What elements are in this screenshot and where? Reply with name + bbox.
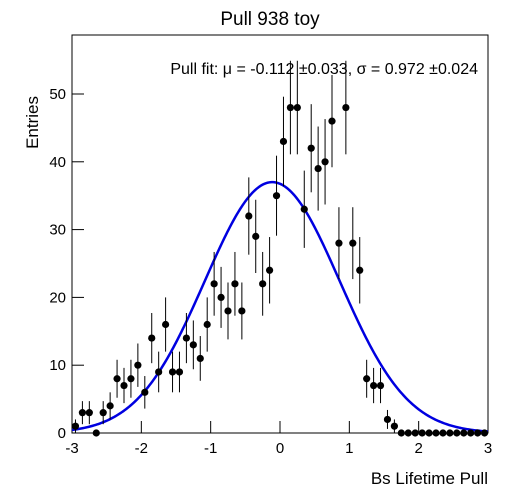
data-point bbox=[349, 239, 357, 247]
data-point bbox=[356, 266, 364, 274]
x-tick-label: 1 bbox=[345, 440, 353, 457]
data-point bbox=[162, 320, 170, 329]
data-point bbox=[134, 361, 142, 369]
data-point bbox=[404, 429, 412, 437]
data-point bbox=[127, 375, 135, 383]
data-point bbox=[182, 334, 190, 342]
data-point bbox=[155, 368, 163, 376]
data-point bbox=[168, 368, 177, 376]
data-point bbox=[259, 280, 267, 288]
data-point bbox=[480, 429, 489, 437]
data-point bbox=[300, 205, 308, 213]
data-point bbox=[321, 158, 329, 166]
data-point bbox=[474, 429, 482, 437]
data-point bbox=[432, 429, 440, 437]
data-point bbox=[71, 422, 80, 430]
data-point bbox=[453, 429, 461, 437]
data-point bbox=[231, 280, 239, 288]
data-point bbox=[196, 354, 204, 363]
y-tick-label: 50 bbox=[49, 86, 66, 103]
y-tick-label: 40 bbox=[49, 154, 66, 171]
data-point bbox=[418, 429, 426, 437]
data-point bbox=[99, 409, 107, 417]
x-tick-label: 2 bbox=[414, 440, 422, 457]
data-point bbox=[314, 164, 322, 173]
data-point bbox=[390, 422, 398, 430]
data-point bbox=[85, 409, 93, 417]
data-point bbox=[439, 429, 447, 437]
data-point bbox=[148, 334, 156, 342]
plot-frame bbox=[71, 34, 489, 434]
y-tick-label: 30 bbox=[49, 222, 66, 239]
x-tick-label: -1 bbox=[204, 440, 217, 457]
data-point bbox=[266, 266, 274, 274]
data-point bbox=[106, 402, 114, 410]
data-point bbox=[425, 429, 433, 437]
data-point bbox=[252, 232, 260, 240]
data-point bbox=[217, 293, 225, 301]
data-point bbox=[376, 381, 385, 390]
data-point bbox=[342, 103, 350, 112]
x-axis-title: Bs Lifetime Pull bbox=[371, 469, 488, 488]
data-point bbox=[446, 429, 454, 437]
data-point bbox=[460, 429, 468, 437]
x-tick-label: -2 bbox=[135, 440, 148, 457]
y-tick-label: 0 bbox=[58, 425, 66, 442]
data-point bbox=[370, 381, 378, 390]
data-point bbox=[397, 429, 405, 437]
data-point bbox=[467, 429, 475, 437]
data-point bbox=[335, 239, 343, 247]
data-point bbox=[328, 117, 336, 125]
y-tick-label: 20 bbox=[49, 289, 66, 306]
data-point bbox=[203, 320, 211, 329]
data-point bbox=[189, 341, 197, 349]
y-tick-label: 10 bbox=[49, 357, 66, 374]
x-tick-label: 0 bbox=[276, 440, 284, 457]
data-point bbox=[210, 280, 218, 288]
data-point bbox=[78, 409, 86, 417]
data-point bbox=[279, 137, 288, 146]
fit-annotation: Pull fit: μ = -0.112 ±0.033, σ = 0.972 ±… bbox=[170, 61, 478, 78]
data-point bbox=[272, 192, 281, 200]
data-point bbox=[363, 375, 371, 383]
data-point bbox=[286, 103, 294, 112]
data-point bbox=[141, 388, 149, 396]
fit-curve bbox=[71, 180, 489, 433]
data-point bbox=[92, 429, 100, 437]
x-tick-label: -3 bbox=[65, 440, 78, 457]
data-point bbox=[293, 103, 301, 112]
data-point bbox=[175, 368, 184, 376]
y-axis-title: Entries bbox=[23, 96, 42, 149]
data-point bbox=[307, 144, 315, 152]
data-point bbox=[245, 212, 253, 220]
chart-title: Pull 938 toy bbox=[220, 9, 320, 30]
data-point bbox=[383, 415, 392, 424]
x-tick-label: 3 bbox=[484, 440, 492, 457]
data-point bbox=[411, 429, 419, 437]
data-point bbox=[120, 381, 128, 390]
data-point bbox=[113, 375, 121, 383]
data-point bbox=[238, 307, 246, 315]
data-point bbox=[224, 307, 232, 315]
